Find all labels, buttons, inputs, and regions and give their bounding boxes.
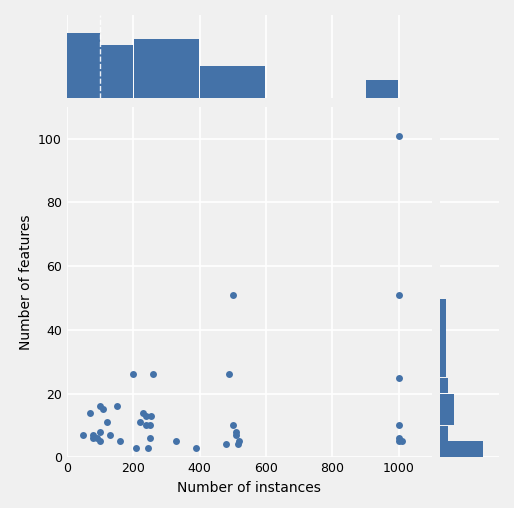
- Y-axis label: Number of features: Number of features: [19, 214, 32, 350]
- Point: [394, 437, 402, 446]
- Bar: [440, 299, 446, 377]
- Point: [106, 431, 114, 439]
- Point: [142, 421, 151, 429]
- Point: [144, 443, 152, 452]
- Point: [99, 405, 107, 414]
- Point: [229, 291, 237, 299]
- Point: [225, 370, 233, 378]
- Point: [89, 434, 98, 442]
- Point: [116, 437, 124, 446]
- Point: [394, 434, 402, 442]
- Point: [113, 402, 121, 410]
- Point: [139, 408, 147, 417]
- Point: [133, 443, 141, 452]
- Point: [394, 132, 402, 140]
- Point: [149, 370, 157, 378]
- Point: [89, 431, 98, 439]
- Point: [148, 412, 156, 420]
- Bar: [440, 378, 448, 393]
- Point: [394, 291, 402, 299]
- Point: [394, 421, 402, 429]
- Point: [233, 440, 242, 449]
- Point: [172, 437, 180, 446]
- Point: [145, 434, 154, 442]
- Point: [96, 402, 104, 410]
- Point: [96, 437, 104, 446]
- Point: [129, 370, 137, 378]
- Bar: [440, 426, 448, 441]
- Point: [232, 428, 240, 436]
- Bar: [440, 441, 483, 457]
- Point: [136, 418, 144, 426]
- Bar: [366, 80, 398, 98]
- Point: [102, 418, 111, 426]
- Bar: [200, 66, 265, 98]
- Bar: [67, 33, 100, 98]
- Point: [79, 431, 87, 439]
- Bar: [134, 39, 199, 98]
- Point: [145, 421, 154, 429]
- Point: [192, 443, 200, 452]
- Bar: [100, 45, 133, 98]
- X-axis label: Number of instances: Number of instances: [177, 481, 321, 495]
- Bar: [440, 394, 454, 425]
- Point: [394, 373, 402, 382]
- Point: [96, 428, 104, 436]
- Point: [142, 412, 151, 420]
- Point: [232, 431, 240, 439]
- Point: [93, 434, 101, 442]
- Point: [398, 437, 406, 446]
- Point: [86, 408, 94, 417]
- Point: [235, 437, 244, 446]
- Point: [229, 421, 237, 429]
- Point: [222, 440, 230, 449]
